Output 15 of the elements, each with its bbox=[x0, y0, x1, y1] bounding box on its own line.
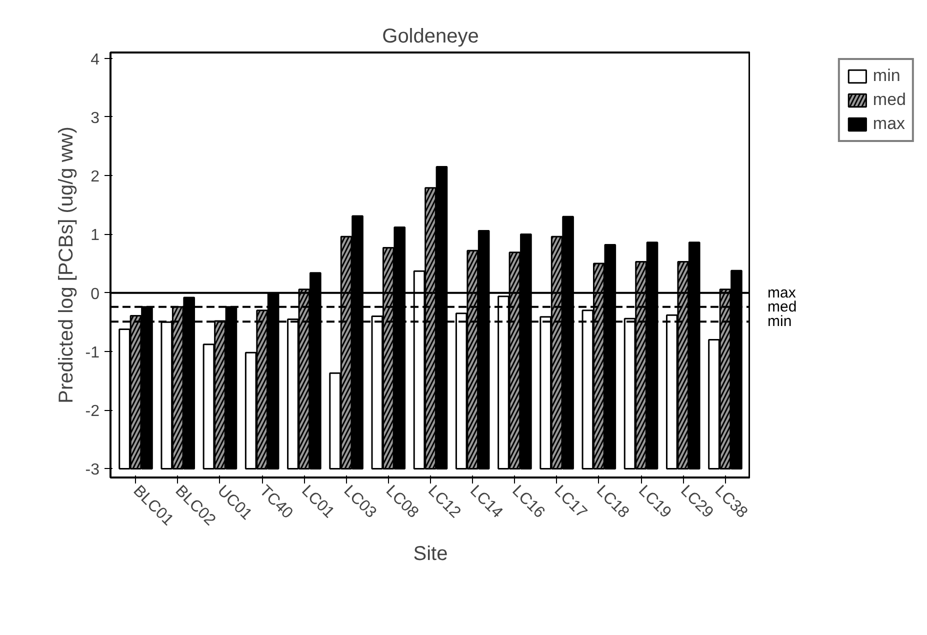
y-tick-label: 2 bbox=[90, 168, 100, 186]
y-tick-label: 1 bbox=[90, 227, 100, 244]
legend-label: med bbox=[872, 90, 906, 110]
y-tick-label: -2 bbox=[85, 403, 100, 420]
y-tick-label: 4 bbox=[90, 51, 100, 68]
y-tick-label: -1 bbox=[85, 344, 100, 362]
y-axis-title: Predicted log [PCBs] (ug/g ww) bbox=[55, 126, 78, 404]
y-tick-label: 0 bbox=[90, 286, 100, 303]
x-axis-title: Site bbox=[413, 543, 448, 566]
y-tick-label: 3 bbox=[90, 110, 100, 127]
y-tick-label: -3 bbox=[85, 462, 100, 479]
chart-title: Goldeneye bbox=[382, 26, 479, 48]
legend-label: min bbox=[872, 66, 900, 86]
ref-line-label: min bbox=[768, 313, 792, 330]
legend-label: max bbox=[872, 114, 906, 134]
